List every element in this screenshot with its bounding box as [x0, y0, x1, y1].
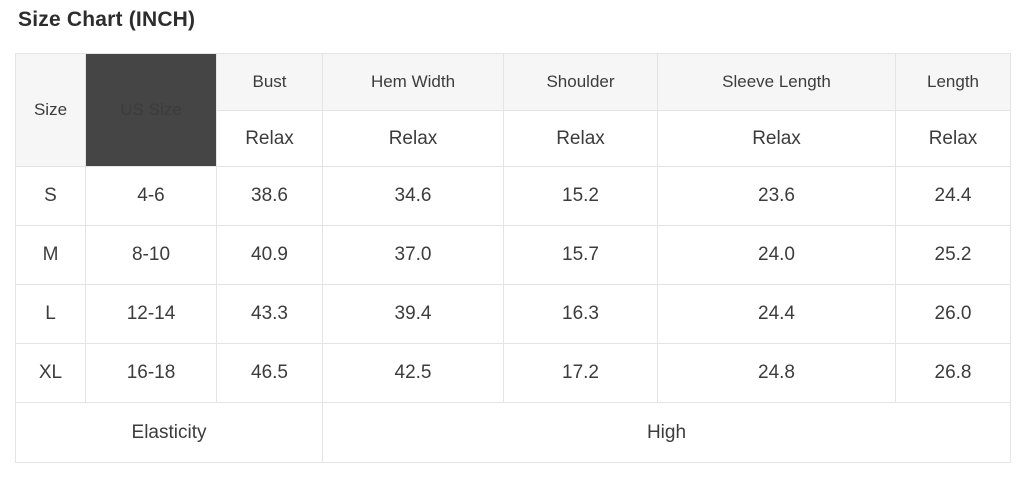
cell-sleeve-length: 24.0 [657, 225, 896, 285]
col-header-length: Length [895, 53, 1011, 111]
size-chart-table: Size US Size Bust Hem Width Shoulder Sle… [15, 53, 1011, 463]
fit-cell-length: Relax [895, 110, 1011, 167]
fit-cell-shoulder: Relax [503, 110, 658, 167]
cell-sleeve-length: 23.6 [657, 166, 896, 226]
elasticity-value: High [322, 402, 1011, 463]
cell-us-size: 8-10 [85, 225, 217, 285]
col-header-us-size: US Size [85, 53, 217, 167]
table-row-m: M 8-10 40.9 37.0 15.7 24.0 25.2 [15, 225, 1011, 285]
col-header-bust: Bust [216, 53, 323, 111]
cell-size: XL [15, 343, 86, 403]
fit-type-row: Relax Relax Relax Relax Relax [16, 110, 1011, 167]
table-row-s: S 4-6 38.6 34.6 15.2 23.6 24.4 [15, 166, 1011, 226]
cell-shoulder: 17.2 [503, 343, 658, 403]
page-title: Size Chart (INCH) [18, 8, 196, 31]
table-row-xl: XL 16-18 46.5 42.5 17.2 24.8 26.8 [15, 343, 1011, 403]
cell-shoulder: 15.7 [503, 225, 658, 285]
cell-length: 24.4 [895, 166, 1011, 226]
cell-bust: 40.9 [216, 225, 323, 285]
col-header-shoulder: Shoulder [503, 53, 658, 111]
cell-bust: 38.6 [216, 166, 323, 226]
cell-sleeve-length: 24.4 [657, 284, 896, 344]
cell-hem-width: 34.6 [322, 166, 504, 226]
col-header-hem-width: Hem Width [322, 53, 504, 111]
cell-us-size: 12-14 [85, 284, 217, 344]
cell-us-size: 16-18 [85, 343, 217, 403]
elasticity-label: Elasticity [15, 402, 323, 463]
cell-length: 26.8 [895, 343, 1011, 403]
cell-shoulder: 15.2 [503, 166, 658, 226]
table-row-l: L 12-14 43.3 39.4 16.3 24.4 26.0 [15, 284, 1011, 344]
cell-us-size: 4-6 [85, 166, 217, 226]
cell-length: 25.2 [895, 225, 1011, 285]
cell-size: S [15, 166, 86, 226]
table-header-row: Size US Size Bust Hem Width Shoulder Sle… [15, 53, 1011, 167]
fit-cell-bust: Relax [216, 110, 323, 167]
cell-length: 26.0 [895, 284, 1011, 344]
cell-size: L [15, 284, 86, 344]
cell-hem-width: 37.0 [322, 225, 504, 285]
cell-bust: 43.3 [216, 284, 323, 344]
col-header-size: Size [15, 53, 86, 167]
cell-shoulder: 16.3 [503, 284, 658, 344]
cell-size: M [15, 225, 86, 285]
col-header-sleeve-length: Sleeve Length [657, 53, 896, 111]
fit-cell-hem-width: Relax [322, 110, 504, 167]
table-footer-row: Elasticity High [15, 402, 1011, 463]
cell-hem-width: 39.4 [322, 284, 504, 344]
fit-cell-sleeve-length: Relax [657, 110, 896, 167]
cell-hem-width: 42.5 [322, 343, 504, 403]
cell-bust: 46.5 [216, 343, 323, 403]
cell-sleeve-length: 24.8 [657, 343, 896, 403]
